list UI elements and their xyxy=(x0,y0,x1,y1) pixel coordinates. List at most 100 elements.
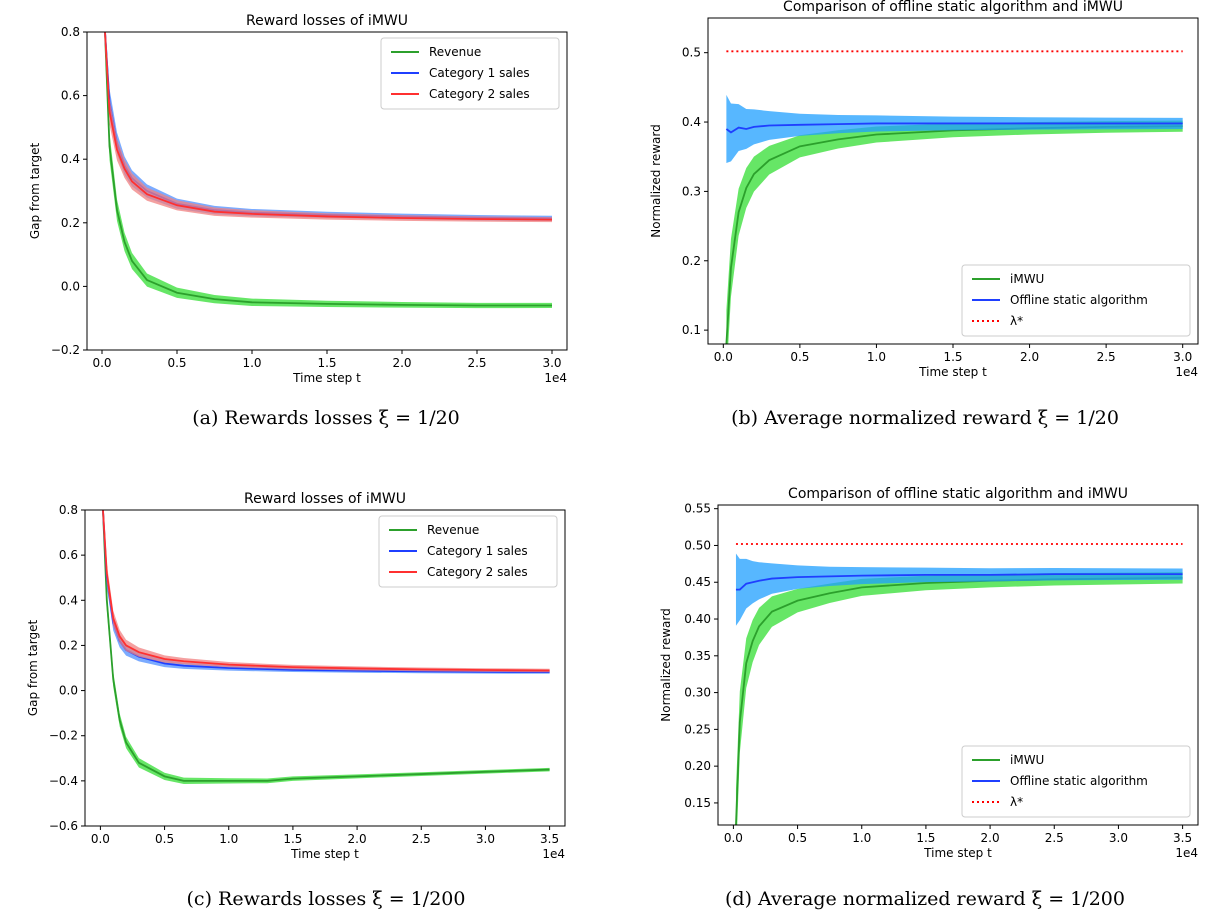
y-tick-label: 0.50 xyxy=(684,538,711,552)
legend-label: iMWU xyxy=(1010,753,1044,767)
y-tick-label: 0.55 xyxy=(684,502,711,516)
y-tick-label: 0.40 xyxy=(684,612,711,626)
x-tick-label: 2.5 xyxy=(467,356,486,370)
series-band xyxy=(102,510,550,673)
legend: Revenue Category 1 sales Category 2 sales xyxy=(378,515,558,588)
y-tick-label: 0.15 xyxy=(684,796,711,810)
x-offset-label: 1e4 xyxy=(1175,365,1198,379)
y-tick-label: 0.2 xyxy=(682,254,701,268)
legend-label: Category 1 sales xyxy=(429,66,530,80)
x-tick-label: 1.5 xyxy=(943,350,962,364)
y-tick-label: 0.4 xyxy=(682,115,701,129)
y-tick-label: 0.4 xyxy=(59,593,78,607)
y-tick-label: 0.3 xyxy=(682,184,701,198)
series-line xyxy=(102,510,550,782)
x-tick-label: 2.5 xyxy=(1097,350,1116,364)
plot-frame xyxy=(84,509,566,827)
x-axis-label: Time step t xyxy=(923,846,992,860)
y-tick-label: 0.45 xyxy=(684,575,711,589)
y-tick-label: 0.20 xyxy=(684,759,711,773)
y-tick-label: 0.30 xyxy=(684,686,711,700)
plot-area xyxy=(104,32,553,309)
caption-a: (a) Rewards losses ξ = 1/20 xyxy=(192,407,460,429)
chart-d: Comparison of offline static algorithm a… xyxy=(659,486,1199,860)
caption-d: (d) Average normalized reward ξ = 1/200 xyxy=(725,888,1125,910)
x-tick-label: 1.5 xyxy=(916,831,935,845)
y-tick-label: −0.4 xyxy=(49,774,78,788)
y-tick-label: 0.0 xyxy=(61,279,80,293)
y-tick-label: −0.2 xyxy=(51,343,80,357)
y-tick-label: 0.6 xyxy=(59,548,78,562)
x-tick-label: 0.0 xyxy=(91,832,110,846)
x-tick-label: 1.0 xyxy=(219,832,238,846)
plot-frame xyxy=(86,31,568,351)
series-line xyxy=(104,32,552,307)
x-tick-label: 1.5 xyxy=(317,356,336,370)
series-band xyxy=(726,120,1183,344)
x-axis-label: Time step t xyxy=(292,371,361,385)
y-tick-label: 0.2 xyxy=(61,216,80,230)
legend: iMWU Offline static algorithm λ* xyxy=(961,745,1191,818)
plot-area xyxy=(725,50,1183,344)
x-tick-label: 3.5 xyxy=(540,832,559,846)
plot-area xyxy=(735,543,1183,825)
chart-title: Reward losses of iMWU xyxy=(246,13,408,29)
legend-box xyxy=(378,515,558,588)
y-tick-label: 0.5 xyxy=(682,46,701,60)
legend-label: Revenue xyxy=(427,523,479,537)
x-tick-label: 3.0 xyxy=(542,356,561,370)
y-tick-label: 0.8 xyxy=(59,503,78,517)
plot-area xyxy=(102,510,550,785)
legend: Revenue Category 1 sales Category 2 sales xyxy=(380,37,560,110)
x-tick-label: 1.0 xyxy=(867,350,886,364)
y-tick-label: 0.25 xyxy=(684,722,711,736)
legend-box xyxy=(961,745,1191,818)
y-tick-label: −0.2 xyxy=(49,729,78,743)
series-line xyxy=(725,122,1183,134)
y-axis-label: Gap from target xyxy=(28,143,42,240)
series-line xyxy=(735,573,1183,591)
x-tick-label: 0.0 xyxy=(724,831,743,845)
x-tick-label: 2.0 xyxy=(981,831,1000,845)
y-axis-label: Gap from target xyxy=(26,620,40,717)
chart-b: Comparison of offline static algorithm a… xyxy=(649,0,1199,379)
caption-b: (b) Average normalized reward ξ = 1/20 xyxy=(731,407,1119,429)
x-tick-label: 0.5 xyxy=(788,831,807,845)
y-tick-label: −0.6 xyxy=(49,819,78,833)
x-tick-label: 0.5 xyxy=(790,350,809,364)
y-axis-label: Normalized reward xyxy=(649,124,663,237)
x-axis-label: Time step t xyxy=(918,365,987,379)
legend-label: iMWU xyxy=(1010,272,1044,286)
x-offset-label: 1e4 xyxy=(1175,846,1198,860)
x-tick-label: 2.5 xyxy=(1045,831,1064,845)
x-tick-label: 0.5 xyxy=(155,832,174,846)
y-axis-label: Normalized reward xyxy=(659,608,673,721)
x-tick-label: 0.5 xyxy=(167,356,186,370)
legend-label: Category 2 sales xyxy=(429,87,530,101)
legend-box xyxy=(961,264,1191,337)
y-tick-label: 0.35 xyxy=(684,649,711,663)
x-tick-label: 2.0 xyxy=(392,356,411,370)
x-tick-label: 3.5 xyxy=(1173,831,1192,845)
chart-a: Reward losses of iMWU 0.0 0.5 1.0 1.5 2.0 2.5 3… xyxy=(28,13,568,385)
y-tick-label: 0.4 xyxy=(61,152,80,166)
x-tick-label: 2.0 xyxy=(1020,350,1039,364)
x-offset-label: 1e4 xyxy=(542,847,565,861)
caption-c: (c) Rewards losses ξ = 1/200 xyxy=(186,888,466,910)
x-tick-label: 1.0 xyxy=(852,831,871,845)
x-offset-label: 1e4 xyxy=(544,371,567,385)
x-tick-label: 1.5 xyxy=(283,832,302,846)
y-tick-label: 0.2 xyxy=(59,638,78,652)
x-tick-label: 3.0 xyxy=(476,832,495,846)
y-tick-label: 0.6 xyxy=(61,89,80,103)
legend-label: Offline static algorithm xyxy=(1010,774,1148,788)
x-tick-label: 0.0 xyxy=(714,350,733,364)
plot-frame xyxy=(717,504,1199,826)
chart-c: Reward losses of iMWU 0.0 0.5 1.0 1.5 2.0 2.5 3… xyxy=(26,491,566,861)
chart-title: Comparison of offline static algorithm a… xyxy=(783,0,1123,15)
series-line xyxy=(102,510,550,672)
legend-label: Offline static algorithm xyxy=(1010,293,1148,307)
x-tick-label: 2.0 xyxy=(348,832,367,846)
legend-label: λ* xyxy=(1010,314,1023,328)
y-tick-label: 0.1 xyxy=(682,323,701,337)
